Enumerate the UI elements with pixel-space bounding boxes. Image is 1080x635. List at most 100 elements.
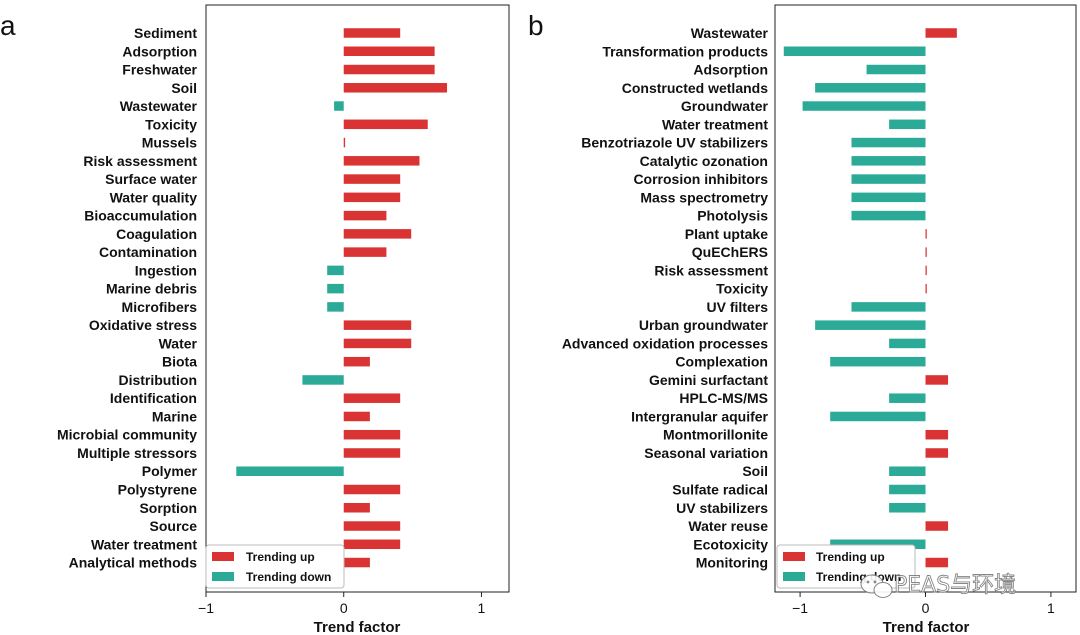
- panel-a-bar: [343, 28, 401, 38]
- panel-a-bar: [334, 101, 344, 111]
- panel-a-bar: [343, 429, 401, 440]
- panel-b-category-label: UV stabilizers: [676, 500, 768, 516]
- panel-b-legend-up-label: Trending up: [816, 550, 885, 564]
- panel-a-category-label: Wastewater: [120, 98, 198, 114]
- panel-b-category-label: Soil: [742, 463, 768, 479]
- panel-a-category-label: Oxidative stress: [89, 317, 197, 333]
- panel-b-category-labels: Wastewater Transformation products Adsorpt…: [562, 25, 769, 571]
- panel-a-category-label: Water treatment: [91, 536, 197, 552]
- panel-b: b −1 0 1 Wastewater Transformation products…: [528, 4, 1077, 635]
- panel-a-category-label: Freshwater: [122, 62, 197, 78]
- panel-a-bar: [343, 539, 401, 550]
- panel-a-category-label: Sediment: [134, 25, 197, 41]
- panel-a-bar: [327, 302, 344, 312]
- panel-b-category-label: Groundwater: [681, 98, 769, 114]
- panel-b-legend-down-label: Trending down: [816, 570, 901, 584]
- panel-a-bar: [327, 283, 344, 294]
- panel-b-bar: [889, 484, 926, 495]
- panel-a-category-label: Distribution: [118, 372, 197, 388]
- panel-b-xtick-label: 0: [922, 600, 930, 616]
- panel-a-category-label: Contamination: [99, 244, 197, 260]
- panel-b-xticks: −1 0 1: [792, 592, 1055, 616]
- panel-b-bar: [925, 375, 949, 385]
- panel-a-category-label: Marine debris: [106, 281, 197, 297]
- panel-a-bar: [343, 521, 401, 531]
- panel-b-category-label: Gemini surfactant: [649, 372, 768, 388]
- panel-a-category-label: Bioaccumulation: [84, 208, 197, 224]
- panel-a-category-label: Microfibers: [122, 299, 198, 315]
- panel-a-category-label: Toxicity: [145, 116, 197, 132]
- panel-a-xtick-label: 0: [340, 600, 348, 616]
- panel-a-bar: [302, 375, 344, 385]
- panel-b-bar: [925, 265, 927, 276]
- wechat-icon: [860, 574, 893, 598]
- panel-a-category-label: Marine: [152, 408, 197, 424]
- panel-a-bars: [236, 28, 448, 568]
- panel-b-bar: [925, 229, 927, 239]
- panel-a-bar: [343, 320, 412, 330]
- panel-b-xtick-label: −1: [792, 600, 808, 616]
- panel-a-bar: [343, 393, 401, 403]
- panel-a-bar: [343, 503, 370, 513]
- panel-a-bar: [327, 265, 344, 276]
- panel-a-category-label: Biota: [162, 354, 197, 370]
- panel-b-bar: [925, 28, 957, 38]
- panel-b-bar: [925, 283, 927, 294]
- panel-a-bar: [343, 156, 420, 166]
- panel-b-bar: [925, 557, 949, 568]
- panel-b-category-label: Wastewater: [691, 25, 769, 41]
- panel-b-bar: [851, 137, 926, 148]
- panel-a-bar: [343, 356, 370, 367]
- panel-a-category-label: Water: [159, 335, 198, 351]
- panel-b-category-label: UV filters: [707, 299, 769, 315]
- panel-b-category-label: Seasonal variation: [644, 445, 768, 461]
- panel-a-bar: [343, 83, 448, 93]
- panel-a-bar: [343, 137, 346, 148]
- panel-b-bar: [925, 521, 949, 531]
- panel-b-bar: [889, 466, 926, 476]
- panel-a-category-labels: Sediment Adsorption Freshwater Soil Wastewat…: [57, 25, 198, 571]
- panel-b-category-label: Advanced oxidation processes: [562, 335, 768, 351]
- panel-b-bar: [830, 539, 926, 550]
- panel-b-xtick-label: 1: [1047, 600, 1055, 616]
- panel-b-legend-box: [776, 544, 916, 589]
- panel-b-category-label: Photolysis: [697, 208, 768, 224]
- panel-a-legend-down-swatch: [212, 572, 234, 581]
- panel-a-category-label: Mussels: [142, 135, 197, 151]
- panel-b-bar: [925, 448, 949, 458]
- panel-a-category-label: Identification: [110, 390, 197, 406]
- panel-a-bar: [343, 484, 401, 495]
- panel-b-bar: [889, 119, 926, 130]
- panel-b-bar: [889, 338, 926, 349]
- panel-b-category-label: Monitoring: [696, 555, 768, 571]
- panel-b-bar: [830, 411, 926, 422]
- panel-b-category-label: Plant uptake: [685, 226, 768, 242]
- panel-a-bar: [343, 64, 435, 75]
- panel-a-bar: [343, 119, 428, 130]
- panel-a-bar: [343, 174, 401, 184]
- panel-a-xlabel: Trend factor: [314, 619, 401, 635]
- panel-a-category-label: Polystyrene: [118, 482, 198, 498]
- panel-a-bar: [343, 338, 412, 349]
- panel-b-category-label: Urban groundwater: [639, 317, 769, 333]
- panel-b-bar: [866, 64, 926, 75]
- panel-a-xtick-label: −1: [198, 600, 214, 616]
- panel-b-category-label: Intergranular aquifer: [631, 408, 768, 424]
- panel-b-category-label: Montmorillonite: [663, 427, 768, 443]
- panel-a-category-label: Surface water: [105, 171, 197, 187]
- panel-a-bar: [343, 46, 435, 57]
- panel-a-xtick-label: 1: [478, 600, 486, 616]
- panel-b-category-label: HPLC-MS/MS: [679, 390, 768, 406]
- panel-a-bar: [236, 466, 344, 476]
- panel-b-category-label: Water treatment: [662, 116, 768, 132]
- panel-a-bar: [343, 448, 401, 458]
- panel-a-frame: [205, 4, 510, 593]
- panel-b-category-label: Water reuse: [688, 518, 768, 534]
- panel-b-category-label: Benzotriazole UV stabilizers: [581, 135, 768, 151]
- panel-b-bar: [925, 247, 927, 257]
- panel-b-bar: [925, 429, 949, 440]
- panel-a-category-label: Source: [150, 518, 198, 534]
- panel-a-legend-up-label: Trending up: [246, 550, 315, 564]
- panel-a-bar: [343, 411, 370, 422]
